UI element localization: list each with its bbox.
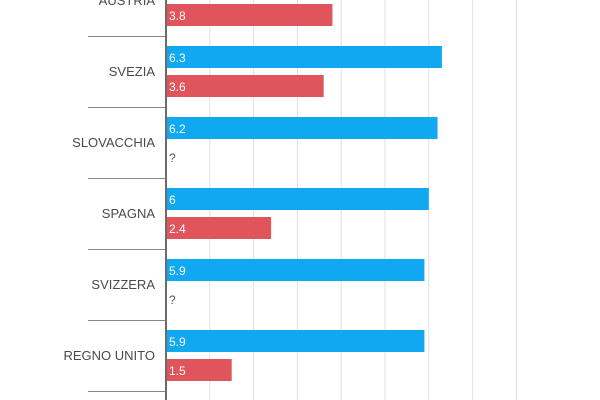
category-label: AUSTRIA [99,0,156,8]
category-label: SPAGNA [102,206,156,221]
bar-value-label: 5.9 [169,335,186,349]
bar-series2-0 [166,4,333,26]
category-label: SVIZZERA [91,277,155,292]
bar-series2-1 [166,75,324,97]
bar-series1-2 [166,117,438,139]
category-label: SLOVACCHIA [72,135,155,150]
bar-value-label: 2.4 [169,222,186,236]
bar-series1-1 [166,46,442,68]
bar-series1-4 [166,259,425,281]
bar-series2-5 [166,359,232,381]
bar-series1-3 [166,188,429,210]
bar-value-label: 1.5 [169,364,186,378]
category-label: SVEZIA [109,64,156,79]
bar-value-label: 6.2 [169,122,186,136]
bar-value-label: ? [169,293,176,307]
bar-series2-3 [166,217,272,239]
bar-value-label: 3.6 [169,80,186,94]
bar-value-label: 6 [169,193,176,207]
bar-value-label: 5.9 [169,264,186,278]
category-label: REGNO UNITO [64,348,156,363]
bar-value-label: 6.3 [169,51,186,65]
bar-value-label: ? [169,151,176,165]
bar-series1-5 [166,330,425,352]
bar-value-label: 3.8 [169,9,186,23]
